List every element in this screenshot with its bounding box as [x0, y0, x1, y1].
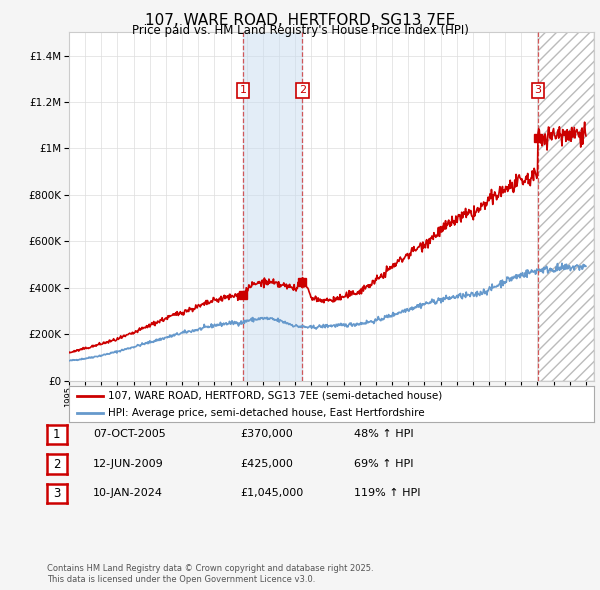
Bar: [538, 32, 594, 381]
Text: 07-OCT-2005: 07-OCT-2005: [93, 430, 166, 439]
Text: £1,045,000: £1,045,000: [240, 489, 303, 498]
Text: 1: 1: [53, 428, 61, 441]
Text: Contains HM Land Registry data © Crown copyright and database right 2025.: Contains HM Land Registry data © Crown c…: [47, 565, 373, 573]
Text: 119% ↑ HPI: 119% ↑ HPI: [354, 489, 421, 498]
Text: This data is licensed under the Open Government Licence v3.0.: This data is licensed under the Open Gov…: [47, 575, 315, 584]
Text: £370,000: £370,000: [240, 430, 293, 439]
Text: 48% ↑ HPI: 48% ↑ HPI: [354, 430, 413, 439]
Text: 2: 2: [53, 457, 61, 471]
Text: £425,000: £425,000: [240, 459, 293, 468]
Text: 69% ↑ HPI: 69% ↑ HPI: [354, 459, 413, 468]
Text: 1: 1: [239, 86, 247, 96]
Text: 3: 3: [53, 487, 61, 500]
Text: Price paid vs. HM Land Registry's House Price Index (HPI): Price paid vs. HM Land Registry's House …: [131, 24, 469, 37]
Bar: [538, 32, 594, 381]
Text: 107, WARE ROAD, HERTFORD, SG13 7EE: 107, WARE ROAD, HERTFORD, SG13 7EE: [145, 13, 455, 28]
Text: 3: 3: [535, 86, 541, 96]
Bar: [243, 32, 302, 381]
Text: 107, WARE ROAD, HERTFORD, SG13 7EE (semi-detached house): 107, WARE ROAD, HERTFORD, SG13 7EE (semi…: [109, 391, 443, 401]
Text: 12-JUN-2009: 12-JUN-2009: [93, 459, 164, 468]
Text: 10-JAN-2024: 10-JAN-2024: [93, 489, 163, 498]
Text: HPI: Average price, semi-detached house, East Hertfordshire: HPI: Average price, semi-detached house,…: [109, 408, 425, 418]
Text: 2: 2: [299, 86, 306, 96]
